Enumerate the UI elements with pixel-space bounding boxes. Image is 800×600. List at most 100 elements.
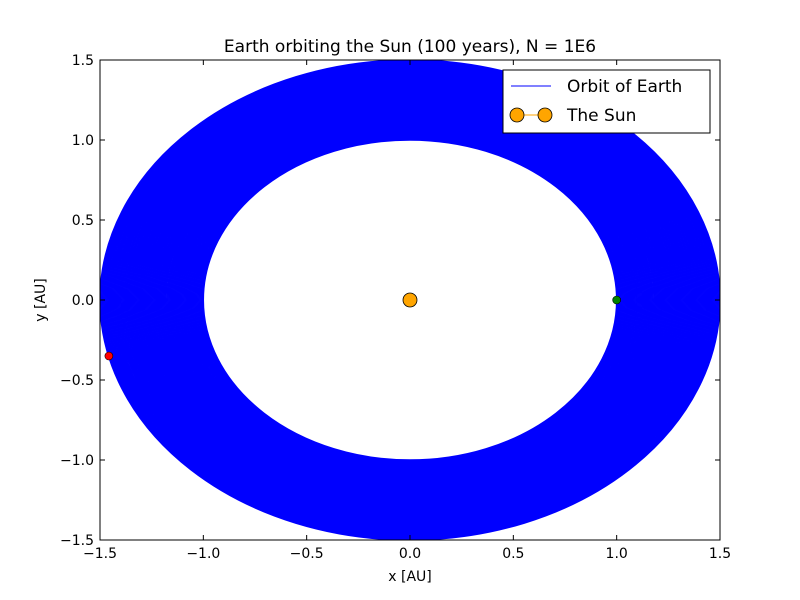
orbit-loop	[162, 108, 658, 492]
orbit-loop	[108, 66, 712, 534]
orbit-loop	[150, 99, 670, 501]
orbit-loop	[189, 128, 631, 472]
orbit-loop	[182, 124, 638, 476]
orbit-loop	[157, 104, 663, 496]
legend-orbit-label: Orbit of Earth	[567, 77, 682, 97]
orbit-loop	[147, 96, 673, 504]
y-tick-label: 0.5	[72, 213, 94, 229]
orbit-loop	[128, 81, 692, 519]
orbit-loop	[127, 80, 693, 520]
orbit-loop	[136, 88, 684, 512]
x-tick-label: 1.0	[606, 546, 628, 562]
orbit-loop	[113, 70, 707, 530]
legend: Orbit of Earth The Sun	[502, 69, 711, 134]
orbit-loop	[117, 73, 703, 527]
orbit-loop	[138, 89, 682, 511]
x-tick-label: −1.5	[83, 546, 117, 562]
orbit-loop	[126, 80, 694, 520]
orbit-loop	[133, 85, 687, 515]
y-tick-label: −1.5	[60, 533, 94, 549]
orbit-loop	[124, 78, 696, 522]
orbit-loop	[194, 132, 626, 468]
orbit-loop	[193, 132, 627, 468]
y-tick-label: 1.5	[72, 53, 94, 69]
orbit-loop	[146, 96, 674, 504]
y-axis-label: y [AU]	[33, 278, 49, 321]
orbit-loop	[166, 111, 654, 489]
orbit-loop	[155, 102, 665, 498]
orbit-loop	[110, 68, 710, 532]
orbit-loop	[185, 125, 635, 475]
orbit-loop	[167, 112, 653, 488]
orbit-loop	[122, 76, 698, 524]
orbit-loop	[132, 84, 688, 516]
orbit-loop	[131, 84, 689, 516]
orbit-loop	[171, 115, 649, 485]
x-tick-label: 0.5	[502, 546, 524, 562]
orbit-loop	[184, 124, 636, 476]
orbit-loop	[187, 127, 633, 473]
orbit-loop	[160, 106, 660, 494]
orbit-loop	[180, 122, 640, 478]
orbit-loop	[107, 65, 713, 535]
orbit-loop	[114, 71, 706, 529]
orbit-loop	[154, 101, 666, 499]
sun-marker	[402, 292, 418, 308]
orbit-loop	[143, 93, 677, 507]
start-position-marker	[612, 295, 621, 305]
orbit-loop	[115, 72, 705, 528]
orbit-loop	[174, 117, 646, 483]
y-tick-label: 0.0	[72, 293, 94, 309]
orbit-loop	[153, 100, 667, 500]
orbit-loop	[159, 105, 661, 495]
orbit-loop	[125, 79, 695, 521]
y-tick-label: −0.5	[60, 373, 94, 389]
orbit-loop	[181, 123, 639, 477]
x-tick-label: 1.5	[709, 546, 731, 562]
orbit-loop	[137, 88, 683, 512]
orbit-loop	[161, 107, 659, 493]
legend-sun-label: The Sun	[566, 106, 636, 126]
orbit-loop	[165, 110, 655, 490]
end-position-marker	[104, 351, 114, 361]
orbit-loop	[164, 109, 656, 491]
orbit-loop	[134, 86, 686, 514]
y-tick-label: 1.0	[72, 133, 94, 149]
orbit-loop	[141, 92, 679, 508]
orbit-loop	[148, 97, 672, 503]
orbit-loop	[116, 72, 704, 528]
orbit-loop	[186, 126, 634, 474]
y-tick-label: −1.0	[60, 453, 94, 469]
orbit-loop	[179, 121, 641, 479]
orbit-loop	[175, 118, 645, 482]
orbit-loop	[111, 68, 709, 532]
x-tick-label: 0.0	[399, 546, 421, 562]
legend-sun-marker-right	[537, 107, 553, 123]
orbit-loop	[196, 134, 624, 466]
orbit-loop	[119, 75, 701, 525]
orbit-loop	[191, 130, 629, 470]
legend-box	[502, 69, 711, 134]
orbit-loop	[176, 119, 644, 481]
orbit-loop	[130, 83, 690, 517]
orbit-loop	[188, 128, 632, 472]
orbit-loop	[177, 120, 643, 480]
orbit-loop	[144, 94, 676, 506]
orbit-loop	[158, 104, 662, 496]
orbit-loop	[192, 131, 628, 469]
orbit-loop	[112, 69, 708, 531]
orbit-loop	[139, 90, 681, 510]
orbit-loop	[109, 67, 711, 533]
legend-sun-marker-left	[509, 107, 525, 123]
orbit-loop	[145, 95, 675, 505]
orbit-band	[100, 60, 720, 540]
x-tick-label: −0.5	[290, 546, 324, 562]
orbit-loop	[172, 116, 648, 484]
orbit-loop	[168, 112, 652, 488]
x-axis-label: x [AU]	[388, 569, 431, 585]
orbit-loop	[106, 64, 714, 536]
orbit-loop	[129, 82, 691, 518]
axis-ticks: −1.5 −1.0 −0.5 0.0 0.5 1.0 1.5 −1.5 −1.0 −0.5 0.0 0…	[60, 53, 731, 562]
orbit-loop	[195, 133, 625, 467]
